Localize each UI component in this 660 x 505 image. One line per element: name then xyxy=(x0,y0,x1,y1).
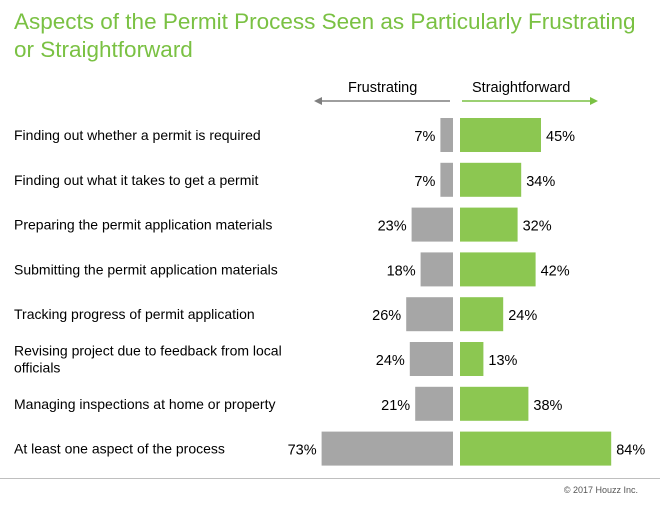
category-label: Managing inspections at home or property xyxy=(14,396,275,412)
straightforward-bar xyxy=(460,162,522,197)
category-label: Preparing the permit application materia… xyxy=(14,217,272,233)
frustrating-bar xyxy=(415,386,453,421)
straightforward-value-label: 38% xyxy=(533,398,562,414)
frustrating-value-label: 7% xyxy=(414,129,435,145)
frustrating-header: Frustrating xyxy=(348,80,418,96)
frustrating-bar xyxy=(409,342,453,376)
frustrating-value-label: 7% xyxy=(414,174,435,190)
straightforward-bar xyxy=(460,252,536,287)
frustrating-value-label: 23% xyxy=(378,219,407,235)
category-label: Finding out whether a permit is required xyxy=(14,127,261,143)
frustrating-value-label: 73% xyxy=(288,443,317,459)
straightforward-value-label: 24% xyxy=(508,308,537,324)
straightforward-value-label: 84% xyxy=(616,443,645,459)
footer-divider xyxy=(0,478,660,479)
frustrating-value-label: 26% xyxy=(372,308,401,324)
frustrating-bar xyxy=(420,252,453,287)
straightforward-value-label: 13% xyxy=(488,353,517,369)
straightforward-value-label: 34% xyxy=(526,174,555,190)
straightforward-bar xyxy=(460,386,529,421)
copyright-credit: © 2017 Houzz Inc. xyxy=(563,485,638,495)
frustrating-value-label: 18% xyxy=(387,263,416,279)
straightforward-value-label: 42% xyxy=(541,263,570,279)
straightforward-value-label: 32% xyxy=(523,219,552,235)
frustrating-bar xyxy=(440,118,453,152)
straightforward-bar xyxy=(460,297,504,332)
straightforward-bar xyxy=(460,118,541,152)
frustrating-bar xyxy=(321,431,453,466)
diverging-bar-chart: Finding out whether a permit is required… xyxy=(14,97,645,466)
category-label: Submitting the permit application materi… xyxy=(14,261,278,277)
frustrating-arrow-head xyxy=(314,97,322,105)
frustrating-value-label: 21% xyxy=(381,398,410,414)
frustrating-value-label: 24% xyxy=(376,353,405,369)
straightforward-bar xyxy=(460,207,518,242)
chart-title: Aspects of the Permit Process Seen as Pa… xyxy=(14,9,636,62)
straightforward-bar xyxy=(460,431,612,466)
straightforward-value-label: 45% xyxy=(546,129,575,145)
straightforward-bar xyxy=(460,342,484,376)
straightforward-header: Straightforward xyxy=(472,80,571,96)
category-label: Finding out what it takes to get a permi… xyxy=(14,172,258,188)
category-label: Tracking progress of permit application xyxy=(14,306,255,322)
straightforward-arrow-head xyxy=(590,97,598,105)
category-label: At least one aspect of the process xyxy=(14,441,225,457)
frustrating-bar xyxy=(406,297,453,332)
category-label: Revising project due to feedback from lo… xyxy=(14,343,282,376)
frustrating-bar xyxy=(440,162,453,197)
frustrating-bar xyxy=(411,207,453,242)
